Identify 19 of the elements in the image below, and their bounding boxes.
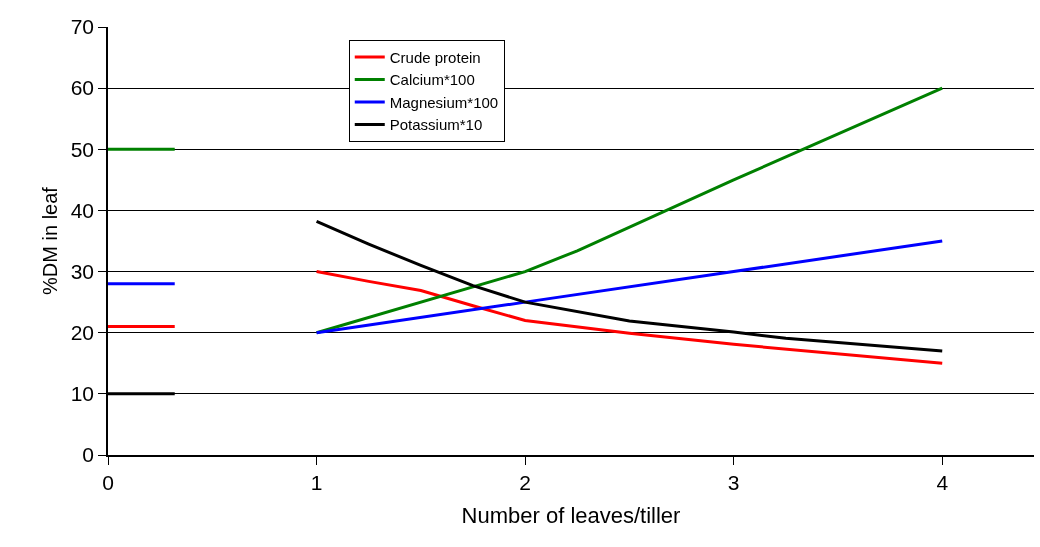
x-tick-label: 0 (102, 470, 114, 494)
y-tick-label: 50 (70, 137, 95, 161)
y-tick-label: 10 (70, 382, 95, 406)
x-tick-label: 3 (727, 470, 740, 494)
legend-label: Potassium*10 (389, 116, 483, 134)
legend-label: Crude protein (389, 48, 481, 66)
x-tick-label: 2 (519, 470, 531, 494)
legend-label: Magnesium*100 (389, 93, 499, 111)
x-tick-label: 1 (310, 470, 323, 494)
legend-label: Calcium*100 (389, 71, 475, 89)
y-tick-label: 30 (70, 259, 95, 283)
y-axis-title: %DM in leaf (38, 186, 61, 295)
y-tick-label: 0 (82, 443, 95, 467)
y-tick-label: 40 (70, 198, 95, 222)
x-axis-title: Number of leaves/tiller (461, 503, 681, 529)
y-tick-label: 60 (70, 76, 95, 100)
y-tick-label: 20 (70, 321, 95, 345)
x-tick-label: 4 (936, 470, 949, 494)
y-tick-label: 70 (70, 15, 95, 39)
